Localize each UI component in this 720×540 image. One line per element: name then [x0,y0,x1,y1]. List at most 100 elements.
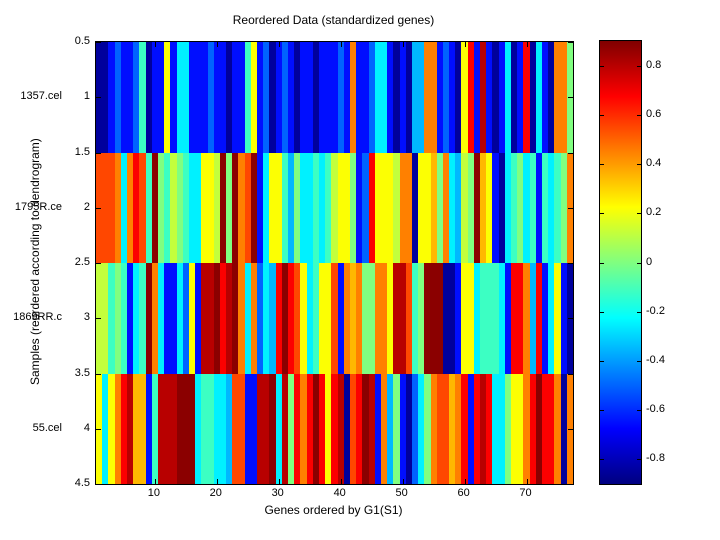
heatmap-cell [319,373,326,485]
heatmap-cell [312,152,320,264]
heatmap-cell [349,263,357,374]
x-tick-label: 10 [147,487,161,499]
heatmap-cell [306,152,313,264]
heatmap-cell [139,373,146,485]
heatmap-cell [263,263,270,374]
colorbar-tick-mark [600,114,604,116]
heatmap-cell [492,42,499,153]
heatmap-cell [133,373,140,485]
heatmap-cell [442,42,450,153]
heatmap-cell [145,263,152,374]
heatmap-cell [114,263,121,374]
x-tick-label: 50 [395,487,408,499]
heatmap-cell [511,263,518,374]
heatmap-cell [387,373,394,485]
heatmap-cell [102,152,109,264]
heatmap-cell [337,152,344,264]
heatmap-cell [511,373,518,485]
heatmap-cell [213,263,221,374]
heatmap-cell [523,263,530,374]
heatmap-cell [349,152,357,264]
heatmap-cell [157,152,165,264]
heatmap-cell [529,152,536,264]
heatmap-cell [170,152,177,264]
heatmap-cell [325,263,332,374]
heatmap-cell [312,42,320,153]
heatmap-cell [442,263,450,374]
heatmap-cell [188,42,196,153]
heatmap-cell [399,373,406,485]
heatmap-cell [331,373,338,485]
heatmap-cell [535,373,543,485]
heatmap-cell [405,263,413,374]
heatmap-cell [523,373,530,485]
heatmap-cell [498,373,505,485]
heatmap-cell [380,263,388,374]
x-tick-mark [340,42,342,47]
heatmap-cell [133,263,140,374]
heatmap-cell [337,263,344,374]
colorbar-tick-mark [637,164,641,166]
heatmap-cell [542,263,549,374]
sample-label: 55.cel [32,421,62,434]
heatmap-cell [102,263,109,374]
colorbar-tick-mark [637,410,641,412]
heatmap-cell [195,152,202,264]
heatmap-cell [201,152,208,264]
heatmap-cell [424,263,431,374]
heatmap-cell [325,152,332,264]
heatmap-cell [356,263,363,374]
y-tick-label: 2 [83,200,90,213]
heatmap-cell [151,42,159,153]
heatmap-cells [96,42,574,485]
heatmap-cell [250,152,258,264]
x-tick-mark [216,479,218,484]
heatmap-cell [219,263,227,374]
x-tick-label: 60 [457,487,470,499]
y-tick-label: 1 [83,90,90,103]
heatmap-cell [164,152,171,264]
heatmap-cell [356,152,363,264]
heatmap-cell [188,263,196,374]
heatmap-cell [554,42,561,153]
heatmap-cell [133,42,140,153]
heatmap-cell [492,263,499,374]
heatmap-cell [535,152,543,264]
colorbar-tick-mark [600,410,604,412]
heatmap-cell [250,42,258,153]
y-axis-label: Samples (reordered according to dendrogr… [28,138,42,386]
heatmap-cell [306,42,313,153]
heatmap-cell [504,263,512,374]
heatmap-cell [238,152,245,264]
heatmap-cell [319,263,326,374]
x-tick-mark [154,479,156,484]
heatmap-cell [257,263,264,374]
heatmap-cell [232,263,239,374]
colorbar-tick-label: -0.8 [646,452,665,465]
heatmap-cell [411,42,419,153]
heatmap-cell [424,373,431,485]
heatmap-cell [461,42,468,153]
heatmap-cell [548,263,555,374]
x-tick-mark [340,479,342,484]
x-tick-mark [526,479,528,484]
heatmap-cell [473,373,481,485]
heatmap-cell [486,152,493,264]
x-tick-label: 30 [271,487,284,499]
heatmap-cell [226,263,233,374]
colorbar-tick-label: 0.6 [646,107,662,120]
heatmap-cell [182,42,190,153]
heatmap-cell [480,42,487,153]
colorbar-tick-mark [637,262,641,264]
heatmap-cell [275,373,282,485]
heatmap-cell [548,373,555,485]
heatmap-cell [418,42,425,153]
heatmap-cell [213,373,221,485]
heatmap-cell [523,152,530,264]
heatmap-cell [529,263,536,374]
heatmap-cell [120,263,128,374]
heatmap-cell [250,263,258,374]
heatmap-cell [424,42,431,153]
heatmap-cell [449,152,456,264]
